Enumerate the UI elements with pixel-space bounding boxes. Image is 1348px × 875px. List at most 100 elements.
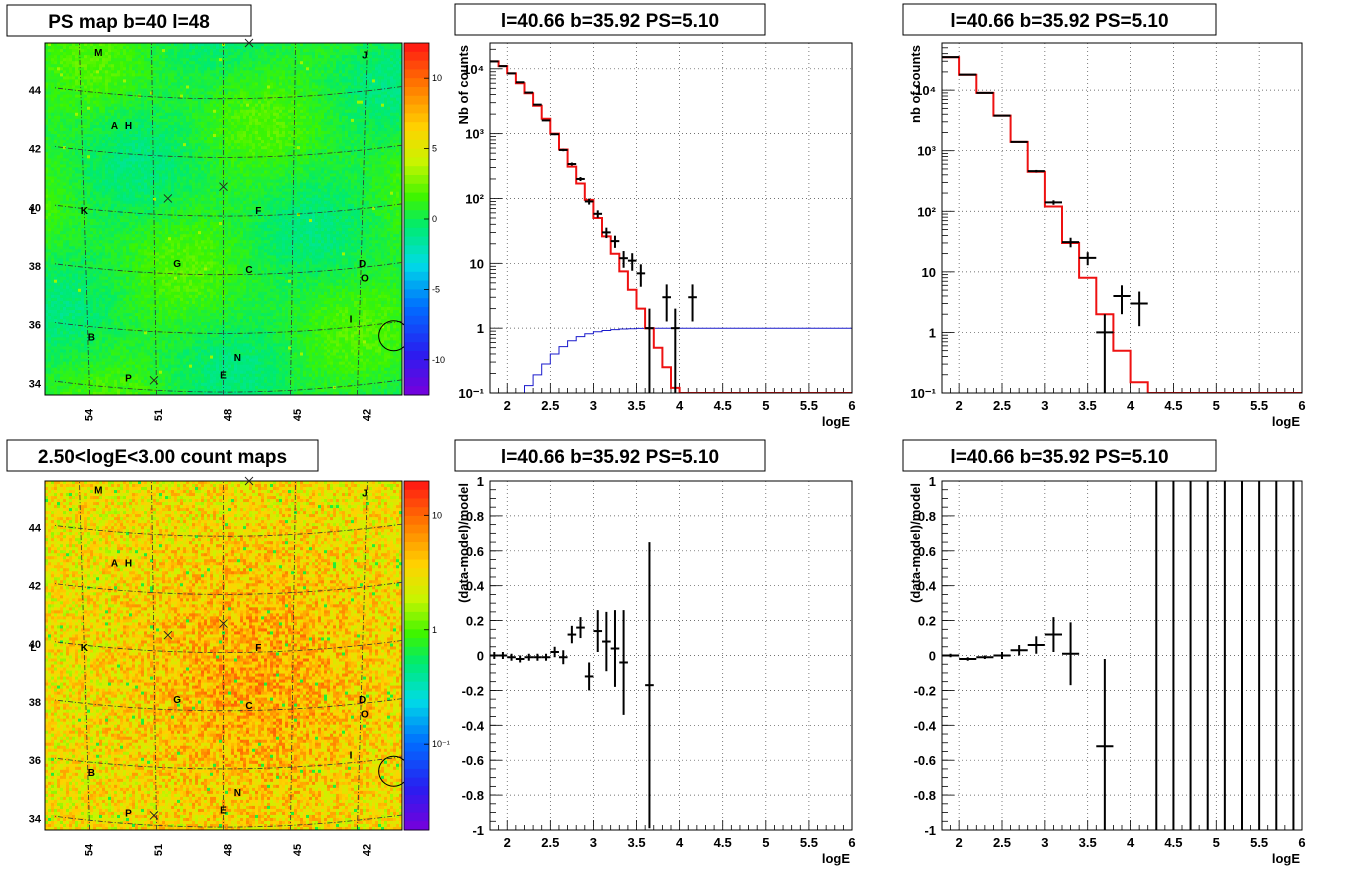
map-pixel bbox=[279, 134, 282, 137]
map-pixel bbox=[363, 85, 366, 88]
map-pixel bbox=[282, 164, 285, 167]
map-pixel bbox=[351, 122, 354, 125]
map-pixel bbox=[306, 67, 309, 70]
map-pixel bbox=[303, 155, 306, 158]
map-pixel bbox=[240, 95, 243, 98]
map-pixel bbox=[153, 49, 156, 52]
map-pixel bbox=[126, 161, 129, 164]
map-pixel bbox=[168, 158, 171, 161]
map-pixel bbox=[336, 95, 339, 98]
map-pixel bbox=[243, 49, 246, 52]
map-pixel bbox=[162, 167, 165, 170]
map-pixel bbox=[198, 107, 201, 110]
map-pixel bbox=[309, 146, 312, 149]
map-pixel bbox=[309, 113, 312, 116]
map-pixel bbox=[204, 149, 207, 152]
map-pixel bbox=[213, 43, 216, 46]
map-pixel bbox=[84, 73, 87, 76]
map-pixel bbox=[84, 58, 87, 61]
map-pixel bbox=[342, 131, 345, 134]
map-pixel bbox=[60, 76, 63, 79]
map-pixel bbox=[165, 164, 168, 167]
map-pixel bbox=[135, 125, 138, 128]
map-pixel bbox=[138, 49, 141, 52]
map-pixel bbox=[87, 64, 90, 67]
map-pixel bbox=[123, 155, 126, 158]
map-pixel bbox=[105, 143, 108, 146]
map-pixel bbox=[114, 158, 117, 161]
map-pixel bbox=[108, 158, 111, 161]
map-pixel bbox=[102, 89, 105, 92]
map-pixel bbox=[204, 131, 207, 134]
map-pixel bbox=[84, 134, 87, 137]
map-pixel bbox=[207, 152, 210, 155]
map-pixel bbox=[132, 95, 135, 98]
map-pixel bbox=[357, 85, 360, 88]
map-pixel bbox=[360, 76, 363, 79]
map-pixel bbox=[117, 110, 120, 113]
map-pixel bbox=[330, 110, 333, 113]
map-pixel bbox=[87, 104, 90, 107]
map-pixel bbox=[132, 67, 135, 70]
map-pixel bbox=[306, 61, 309, 64]
map-pixel bbox=[213, 58, 216, 61]
map-pixel bbox=[228, 146, 231, 149]
map-pixel bbox=[387, 73, 390, 76]
map-pixel bbox=[108, 52, 111, 55]
map-pixel bbox=[183, 92, 186, 95]
map-pixel bbox=[201, 164, 204, 167]
map-pixel bbox=[273, 46, 276, 49]
map-pixel bbox=[315, 137, 318, 140]
map-pixel bbox=[174, 52, 177, 55]
map-pixel bbox=[348, 152, 351, 155]
map-pixel bbox=[210, 55, 213, 58]
map-pixel bbox=[231, 131, 234, 134]
map-pixel bbox=[177, 140, 180, 143]
map-pixel bbox=[297, 119, 300, 122]
map-pixel bbox=[231, 146, 234, 149]
map-pixel bbox=[153, 146, 156, 149]
map-pixel bbox=[105, 95, 108, 98]
map-pixel bbox=[264, 95, 267, 98]
map-pixel bbox=[129, 161, 132, 164]
map-pixel bbox=[72, 134, 75, 137]
map-pixel bbox=[291, 70, 294, 73]
map-pixel bbox=[84, 46, 87, 49]
map-pixel bbox=[69, 110, 72, 113]
map-pixel bbox=[216, 85, 219, 88]
map-pixel bbox=[159, 116, 162, 119]
map-pixel bbox=[288, 131, 291, 134]
map-pixel bbox=[291, 98, 294, 101]
map-pixel bbox=[336, 52, 339, 55]
map-pixel bbox=[225, 158, 228, 161]
map-pixel bbox=[159, 79, 162, 82]
map-pixel bbox=[372, 92, 375, 95]
map-pixel bbox=[345, 52, 348, 55]
map-pixel bbox=[360, 95, 363, 98]
map-pixel bbox=[225, 167, 228, 170]
map-pixel bbox=[75, 104, 78, 107]
map-pixel bbox=[144, 137, 147, 140]
map-pixel bbox=[396, 43, 399, 46]
map-pixel bbox=[330, 116, 333, 119]
map-pixel bbox=[306, 92, 309, 95]
map-pixel bbox=[393, 76, 396, 79]
map-pixel bbox=[246, 167, 249, 170]
map-pixel bbox=[333, 76, 336, 79]
map-pixel bbox=[315, 49, 318, 52]
map-pixel bbox=[195, 58, 198, 61]
map-pixel bbox=[99, 119, 102, 122]
map-pixel bbox=[288, 158, 291, 161]
map-pixel bbox=[285, 158, 288, 161]
map-pixel bbox=[228, 107, 231, 110]
map-pixel bbox=[249, 70, 252, 73]
map-pixel bbox=[321, 125, 324, 128]
map-pixel bbox=[189, 116, 192, 119]
map-pixel bbox=[249, 92, 252, 95]
map-pixel bbox=[279, 76, 282, 79]
map-pixel bbox=[66, 70, 69, 73]
map-pixel bbox=[78, 122, 81, 125]
map-pixel bbox=[360, 46, 363, 49]
map-pixel bbox=[267, 119, 270, 122]
map-pixel bbox=[375, 167, 378, 170]
